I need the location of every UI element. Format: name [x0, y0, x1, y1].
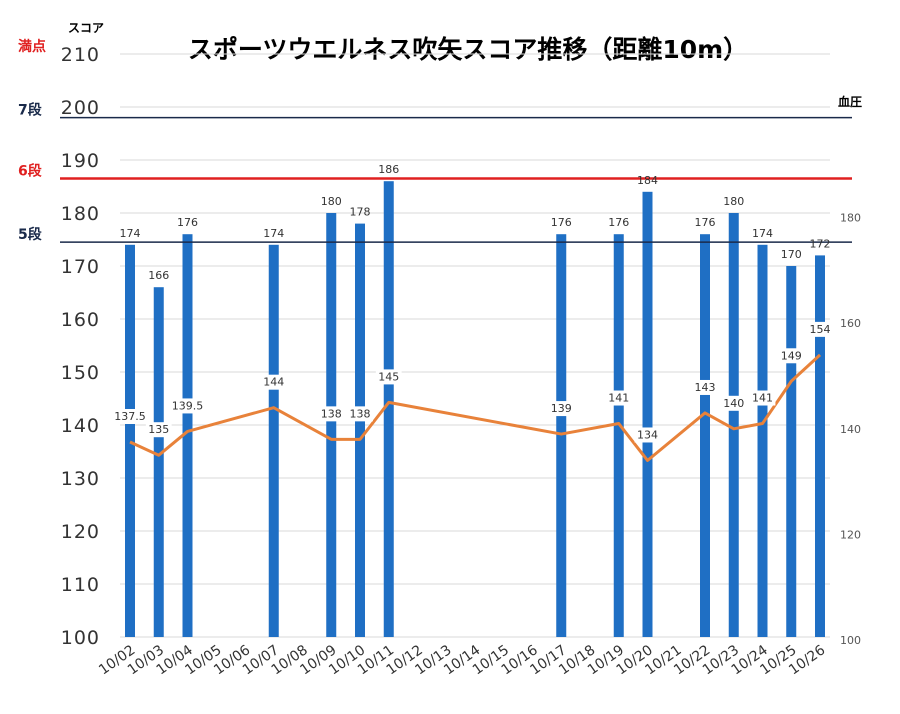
score-bar-label: 180 [321, 195, 342, 208]
blood-pressure-label: 140 [723, 397, 744, 410]
score-bar-label: 176 [551, 216, 572, 229]
score-bar-labels: 174 166 176 174 180 178 186 176 176 184 176 180 174 1… [120, 163, 831, 282]
blood-pressure-label: 134 [637, 428, 658, 441]
score-bars [125, 181, 825, 638]
score-bar [757, 244, 768, 638]
blood-pressure-label: 138 [350, 407, 371, 420]
score-bar [355, 223, 365, 637]
score-bar-label: 186 [378, 163, 399, 176]
score-bar [153, 287, 164, 637]
left-tick-label: 160 [61, 309, 100, 331]
blood-pressure-label: 149 [781, 349, 802, 362]
left-tick-label: 120 [61, 521, 100, 543]
blood-pressure-label-bg [807, 321, 833, 337]
blood-pressure-label: 145 [378, 370, 399, 383]
left-tick-label: 100 [61, 627, 100, 649]
left-tick-label: 140 [61, 415, 100, 437]
blood-pressure-label: 141 [608, 392, 629, 405]
rank-label: 6段 [18, 163, 42, 180]
score-bar-label: 180 [723, 195, 744, 208]
left-tick-label: 210 [61, 44, 100, 66]
left-axis-ticks: 100 110 120 130 140 150 160 170 180 190 200 210 [61, 44, 100, 649]
score-bar [556, 234, 567, 637]
blood-pressure-label-bg [347, 406, 373, 422]
score-bar-label: 172 [810, 237, 831, 250]
score-bar [613, 234, 624, 637]
chart-title: スポーツウエルネス吹矢スコア推移（距離10m） [188, 35, 748, 64]
right-tick-label: 180 [840, 212, 861, 225]
blood-pressure-label-bg [749, 390, 776, 406]
score-bar [642, 191, 653, 638]
blood-pressure-label: 143 [695, 381, 716, 394]
blood-pressure-label: 141 [752, 392, 773, 405]
blood-pressure-label: 137.5 [114, 410, 146, 423]
left-tick-label: 150 [61, 362, 100, 384]
blood-pressure-label-bg [260, 374, 287, 390]
score-bar [383, 181, 394, 637]
score-bar [268, 244, 279, 638]
score-bar [182, 234, 193, 637]
blood-pressure-label: 154 [810, 323, 831, 336]
left-tick-label: 180 [61, 203, 100, 225]
score-bar-label: 176 [177, 216, 198, 229]
right-tick-label: 160 [840, 317, 861, 330]
left-tick-label: 200 [61, 97, 100, 119]
score-bar-label: 178 [350, 206, 371, 219]
blood-pressure-polyline [129, 353, 822, 462]
score-bar-label: 174 [120, 227, 141, 240]
score-bar-label: 184 [637, 174, 658, 187]
left-tick-label: 130 [61, 468, 100, 490]
score-bar-label: 166 [148, 269, 169, 282]
left-tick-label: 110 [61, 574, 100, 596]
right-tick-label: 140 [840, 423, 861, 436]
blood-pressure-line [129, 353, 822, 462]
blood-pressure-label-bg [634, 427, 661, 443]
blood-pressure-label: 135 [148, 423, 169, 436]
blood-pressure-label-bg [110, 409, 150, 424]
blood-pressure-label-bg [548, 401, 575, 417]
right-tick-label: 120 [840, 528, 861, 541]
left-tick-label: 190 [61, 150, 100, 172]
blood-pressure-label-bg [692, 379, 718, 395]
rank-label: 満点 [18, 38, 46, 55]
right-axis-ticks: 100 120 140 160 180 [840, 212, 861, 647]
blood-pressure-label: 139.5 [172, 399, 204, 412]
score-bar-label: 174 [263, 227, 284, 240]
right-tick-label: 100 [840, 634, 861, 647]
left-tick-label: 170 [61, 256, 100, 278]
rank-label: 7段 [18, 102, 42, 119]
score-bar [700, 234, 710, 637]
blood-pressure-label-bg [720, 395, 747, 411]
score-bar [326, 213, 337, 637]
blood-pressure-label-bg [778, 348, 805, 364]
score-bar [786, 266, 797, 637]
blood-pressure-label: 138 [321, 407, 342, 420]
score-bar [125, 244, 135, 638]
rank-label: 5段 [18, 226, 42, 243]
score-bar-label: 174 [752, 227, 773, 240]
blood-pressure-label: 139 [551, 402, 572, 415]
score-bar-label: 176 [695, 216, 716, 229]
blood-pressure-label-bg [168, 398, 207, 414]
blood-pressure-label-bg [375, 369, 402, 385]
blood-pressure-label-bg [145, 422, 172, 438]
blood-pressure-label: 144 [263, 376, 284, 389]
score-bar-label: 170 [781, 248, 802, 261]
score-bar [728, 213, 739, 637]
right-axis-title: 血圧 [838, 94, 862, 109]
blood-pressure-label-bg [605, 390, 632, 406]
blood-pressure-label-bg [318, 406, 345, 422]
rank-reference-lines: 満点 7段 6段 5段 [18, 38, 852, 243]
score-bar-label: 176 [608, 216, 629, 229]
score-bar [815, 255, 825, 637]
left-axis-title: スコア [68, 21, 104, 35]
gridlines [120, 53, 830, 638]
x-axis-ticks: 10/0210/0310/0410/0510/0610/0710/0810/09… [96, 642, 828, 678]
